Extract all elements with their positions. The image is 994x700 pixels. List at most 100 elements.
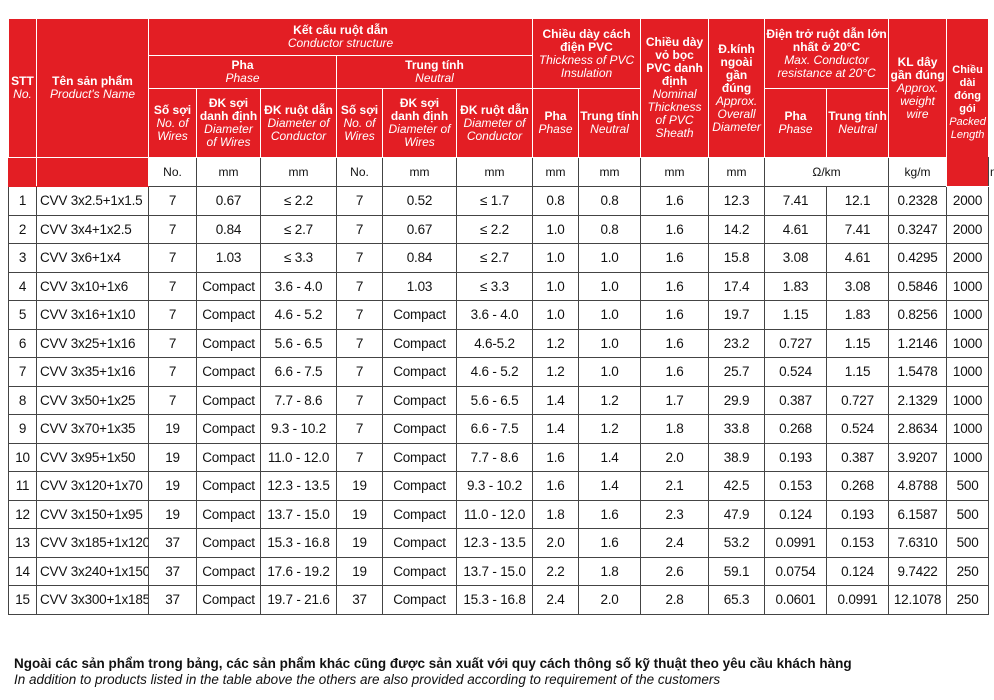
table-cell: 12.3 (708, 186, 766, 216)
header-vi: Pha (231, 58, 254, 72)
table-cell: 2.1329 (888, 385, 948, 415)
table-cell: 25.7 (708, 357, 766, 387)
table-cell: 14 (8, 556, 37, 586)
table-cell: Compact (382, 300, 457, 330)
header-cell: Đ.kính ngoài gần đúng Approx. Overall Dia… (708, 18, 766, 158)
header-vi: Tên sản phẩm (52, 74, 133, 88)
unit-cell: mm (382, 157, 457, 187)
table-cell: 7 (148, 186, 197, 216)
table-cell: 1.4 (532, 414, 580, 444)
header-en: Diameter of Conductor (463, 115, 526, 143)
table-cell: 12.3 - 13.5 (455, 528, 534, 558)
header-cell: Số sợi No. of Wires (148, 88, 197, 158)
header-cell: Chiều dày cách điện PVC Thickness of PVC … (532, 18, 642, 89)
header-vi: ĐK sợi danh định (390, 96, 449, 123)
table-cell: Compact (382, 414, 457, 444)
table-cell: 1.6 (578, 528, 642, 558)
table-row: 6 CVV 3x25+1x16 7 Compact 5.6 - 6.5 7 Compact 4… (8, 328, 990, 358)
table-cell: ≤ 2.2 (455, 214, 534, 244)
table-cell: 1.83 (826, 300, 890, 330)
header-vi: Chiều dày vỏ bọc PVC danh định (645, 35, 704, 88)
table-cell: 2.2 (532, 556, 580, 586)
table-cell: 500 (946, 499, 990, 529)
table-cell: Compact (196, 385, 261, 415)
table-cell: ≤ 3.3 (455, 271, 534, 301)
table-cell: 15.3 - 16.8 (455, 585, 534, 615)
table-cell: 7 (336, 214, 383, 244)
unit-cell: mm (578, 157, 642, 187)
table-cell: 7 (148, 271, 197, 301)
table-cell: 3.6 - 4.0 (455, 300, 534, 330)
header-cell: Điện trở ruột dẫn lớn nhất ở 20°C Max. Co… (764, 18, 890, 89)
table-cell: 1.0 (532, 271, 580, 301)
table-cell: 15 (8, 585, 37, 615)
header-en: Product's Name (50, 87, 135, 101)
table-cell: 12.1 (826, 186, 890, 216)
table-cell: 14.2 (708, 214, 766, 244)
table-cell: Compact (382, 528, 457, 558)
header-cell: Pha Phase (764, 88, 828, 158)
table-cell: 1000 (946, 271, 990, 301)
table-cell: 2 (8, 214, 37, 244)
table-cell: 15.8 (708, 243, 766, 273)
table-cell: 7 (336, 271, 383, 301)
header-vi: Chiều dài đóng gói (952, 63, 983, 115)
table-cell: 7 (336, 186, 383, 216)
table-cell: 0.193 (826, 499, 890, 529)
header-vi: ĐK sợi danh định (199, 96, 258, 123)
table-cell: 7.41 (764, 186, 828, 216)
table-cell: 0.52 (382, 186, 457, 216)
unit-cell: No. (148, 157, 197, 187)
header-vi: Trung tính (580, 109, 639, 123)
header-en: Neutral (838, 122, 877, 136)
table-cell: 0.727 (826, 385, 890, 415)
table-cell: 1.8 (578, 556, 642, 586)
header-cell: Pha Phase (148, 55, 337, 89)
header-en: Conductor structure (287, 36, 394, 50)
table-cell: Compact (196, 556, 261, 586)
table-cell: 2.4 (640, 528, 710, 558)
table-cell: 1000 (946, 442, 990, 472)
header-en: Thickness of PVC Insulation (538, 52, 635, 80)
header-en: Diameter of Wires (204, 122, 253, 149)
table-cell: Compact (196, 271, 261, 301)
note-en: In addition to products listed in the ta… (14, 672, 721, 687)
header-en: Packed Length (949, 115, 986, 141)
header-en: Max. Conductor resistance at 20°C (777, 52, 876, 80)
table-cell: 37 (148, 528, 197, 558)
table-cell: Compact (196, 414, 261, 444)
table-cell: 19 (336, 471, 383, 501)
table-cell: 0.268 (826, 471, 890, 501)
header-vi: Điện trở ruột dẫn lớn nhất ở 20°C (766, 26, 887, 54)
table-cell: Compact (196, 357, 261, 387)
table-cell: 0.524 (764, 357, 828, 387)
table-cell: 7 (148, 385, 197, 415)
table-cell: 1.2 (578, 385, 642, 415)
table-cell: 2.8634 (888, 414, 948, 444)
table-cell: CVV 3x10+1x6 (36, 271, 149, 301)
table-cell: CVV 3x2.5+1x1.5 (36, 186, 149, 216)
table-cell: 12.3 - 13.5 (260, 471, 337, 501)
table-cell: CVV 3x35+1x16 (36, 357, 149, 387)
table-cell: 1.15 (826, 328, 890, 358)
table-cell: 19 (148, 442, 197, 472)
table-cell: 23.2 (708, 328, 766, 358)
table-cell: 1000 (946, 414, 990, 444)
table-cell: 0.387 (826, 442, 890, 472)
table-cell: 1.6 (578, 499, 642, 529)
table-cell: 0.153 (826, 528, 890, 558)
table-cell: 0.8 (578, 214, 642, 244)
table-row: 1 CVV 3x2.5+1x1.5 7 0.67 ≤ 2.2 7 0.52 ≤ 1.7 0.8 0… (8, 186, 990, 216)
table-cell: 0.5846 (888, 271, 948, 301)
table-cell: 0.0991 (764, 528, 828, 558)
table-cell: CVV 3x50+1x25 (36, 385, 149, 415)
header-cell: Số sợi No. of Wires (336, 88, 383, 158)
unit-cell: kg/m (888, 157, 948, 187)
table-cell: 11.0 - 12.0 (455, 499, 534, 529)
table-cell: 7 (148, 357, 197, 387)
table-cell: 11.0 - 12.0 (260, 442, 337, 472)
table-cell: 0.524 (826, 414, 890, 444)
table-cell: 0.8 (578, 186, 642, 216)
table-cell: ≤ 2.7 (260, 214, 337, 244)
table-cell: 4.6-5.2 (455, 328, 534, 358)
